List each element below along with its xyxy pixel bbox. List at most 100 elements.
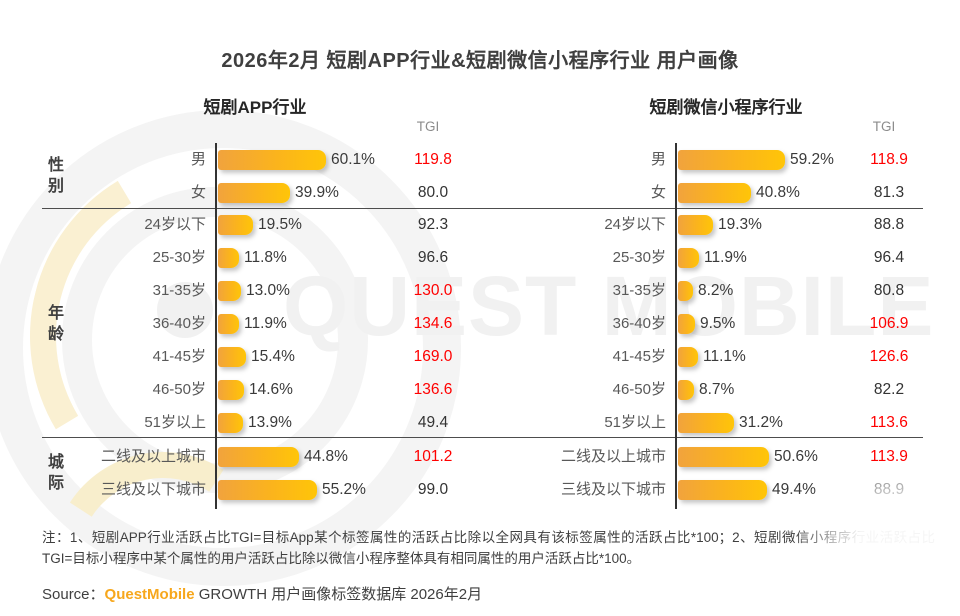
tgi-value: 82.2 xyxy=(873,381,905,398)
tgi-value: 106.9 xyxy=(869,315,909,332)
bar-row-label: 三线及以下城市 xyxy=(100,481,206,498)
tgi-value: 96.6 xyxy=(417,249,449,266)
percent-value: 19.5% xyxy=(258,216,302,233)
tgi-value: 96.4 xyxy=(873,249,905,266)
tgi-value: 81.3 xyxy=(873,184,905,201)
bar xyxy=(678,150,785,170)
chart-title-app-industry: 短剧APP行业 xyxy=(203,98,307,117)
tgi-value: 126.6 xyxy=(869,348,909,365)
percent-value: 8.7% xyxy=(699,381,735,398)
tgi-value: 49.4 xyxy=(417,414,449,431)
source-prefix: Source： xyxy=(42,586,105,603)
watermark-text: QUEST MOBILE xyxy=(283,259,935,353)
bar xyxy=(218,347,246,367)
bar xyxy=(678,281,693,301)
watermark-logo-dot xyxy=(157,282,213,338)
bar-row-label: 31-35岁 xyxy=(152,282,206,299)
percent-value: 11.9% xyxy=(704,249,747,266)
bar-row-label: 46-50岁 xyxy=(152,381,206,398)
tgi-value: 80.8 xyxy=(873,282,905,299)
bar-row-label: 36-40岁 xyxy=(612,315,666,332)
separator-gender-age xyxy=(42,208,923,209)
percent-value: 11.1% xyxy=(703,348,746,365)
percent-value: 13.0% xyxy=(246,282,290,299)
group-label-city: 城际 xyxy=(47,454,64,492)
bar xyxy=(218,447,299,467)
tgi-value: 169.0 xyxy=(413,348,453,365)
percent-value: 49.4% xyxy=(772,481,816,498)
tgi-column-header-right: TGI xyxy=(872,119,896,134)
percent-value: 8.2% xyxy=(698,282,734,299)
percent-value: 60.1% xyxy=(331,151,375,168)
tgi-column-header-left: TGI xyxy=(416,119,440,134)
bar-row-label: 46-50岁 xyxy=(612,381,666,398)
bar xyxy=(678,314,695,334)
bar xyxy=(678,380,694,400)
bar-row-label: 24岁以下 xyxy=(144,216,206,233)
tgi-value: 99.0 xyxy=(417,481,449,498)
tgi-value: 113.9 xyxy=(870,448,908,465)
bar xyxy=(218,183,290,203)
percent-value: 14.6% xyxy=(249,381,293,398)
axis-right-chart xyxy=(675,143,677,509)
tgi-value: 80.0 xyxy=(417,184,449,201)
source-suffix: GROWTH 用户画像标签数据库 2026年2月 xyxy=(194,586,483,603)
percent-value: 59.2% xyxy=(790,151,834,168)
bar-row-label: 二线及以上城市 xyxy=(560,448,666,465)
percent-value: 11.8% xyxy=(244,249,287,266)
group-label-age: 年龄 xyxy=(47,305,64,343)
bar-row-label: 二线及以上城市 xyxy=(100,448,206,465)
bar-row-label: 41-45岁 xyxy=(612,348,666,365)
axis-left-chart xyxy=(215,143,217,509)
percent-value: 19.3% xyxy=(718,216,762,233)
tgi-value: 88.8 xyxy=(873,216,905,233)
percent-value: 11.9% xyxy=(244,315,287,332)
source-brand: QuestMobile xyxy=(104,586,195,603)
percent-value: 39.9% xyxy=(295,184,339,201)
separator-age-city xyxy=(42,437,923,438)
bar-row-label: 41-45岁 xyxy=(152,348,206,365)
bar-row-label: 女 xyxy=(650,184,666,201)
bar xyxy=(678,447,769,467)
bar-row-label: 36-40岁 xyxy=(152,315,206,332)
footnote: 注：1、短剧APP行业活跃占比TGI=目标App某个标签属性的活跃占比除以全网具… xyxy=(42,530,935,566)
tgi-value: 118.9 xyxy=(870,151,908,168)
bar-row-label: 女 xyxy=(190,184,206,201)
bar xyxy=(218,215,253,235)
bar xyxy=(218,248,239,268)
tgi-value: 113.6 xyxy=(870,414,908,431)
tgi-value: 130.0 xyxy=(413,282,453,299)
bar-row-label: 25-30岁 xyxy=(612,249,666,266)
bar xyxy=(678,413,734,433)
percent-value: 55.2% xyxy=(322,481,366,498)
bar-row-label: 31-35岁 xyxy=(612,282,666,299)
tgi-value: 101.2 xyxy=(413,448,453,465)
bar xyxy=(678,183,751,203)
bar xyxy=(678,248,699,268)
bar-row-label: 24岁以下 xyxy=(604,216,666,233)
page-title: 2026年2月 短剧APP行业&短剧微信小程序行业 用户画像 xyxy=(221,50,739,72)
bar xyxy=(678,347,698,367)
bar-row-label: 51岁以上 xyxy=(604,414,666,431)
bar xyxy=(218,480,317,500)
bar-row-label: 51岁以上 xyxy=(144,414,206,431)
source-line: Source：QuestMobile GROWTH 用户画像标签数据库 2026… xyxy=(42,583,482,604)
tgi-value: 136.6 xyxy=(413,381,453,398)
bar-row-label: 男 xyxy=(190,151,206,168)
bar xyxy=(218,314,239,334)
bar-row-label: 男 xyxy=(650,151,666,168)
bar xyxy=(218,150,326,170)
bar xyxy=(218,413,243,433)
percent-value: 50.6% xyxy=(774,448,818,465)
group-label-gender: 性别 xyxy=(47,157,64,195)
bar-row-label: 25-30岁 xyxy=(152,249,206,266)
bar xyxy=(678,215,713,235)
percent-value: 31.2% xyxy=(739,414,783,431)
percent-value: 13.9% xyxy=(248,414,292,431)
chart-title-miniprogram-industry: 短剧微信小程序行业 xyxy=(649,98,803,117)
percent-value: 40.8% xyxy=(756,184,800,201)
tgi-value: 92.3 xyxy=(417,216,449,233)
bar xyxy=(218,281,241,301)
